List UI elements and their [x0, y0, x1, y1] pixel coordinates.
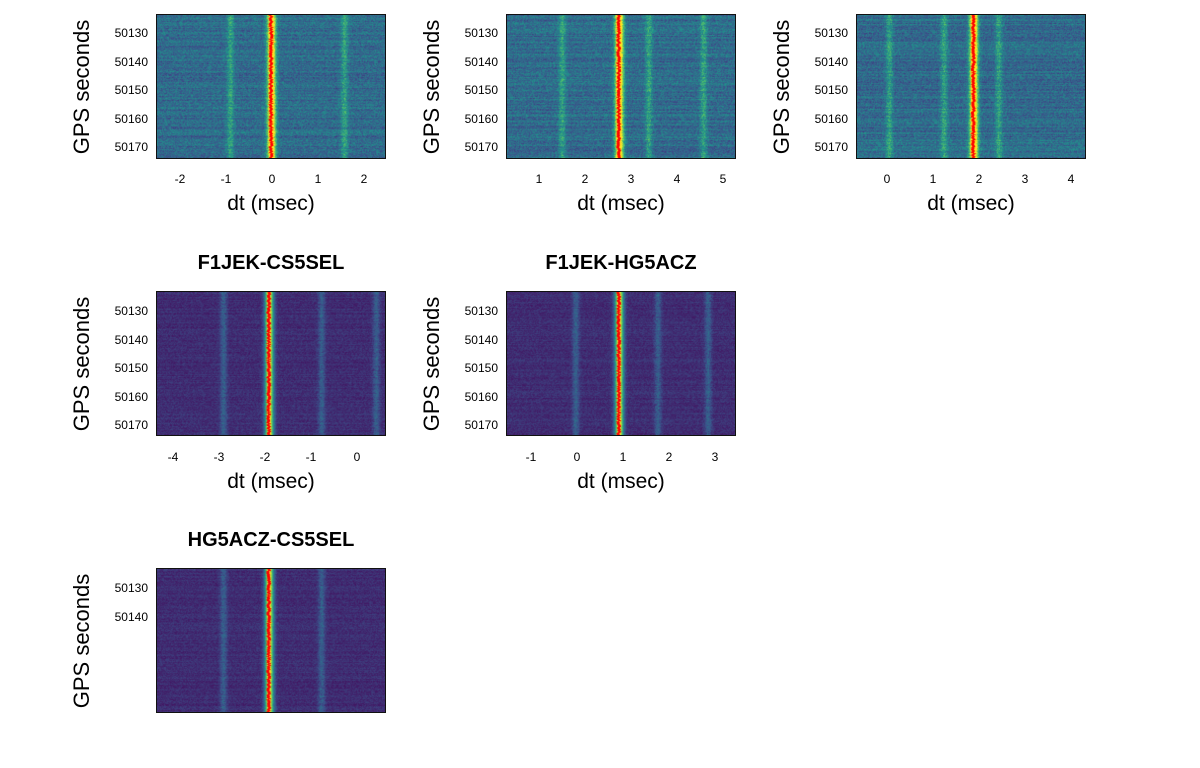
heatmap-frame [506, 291, 736, 436]
y-tick: 50140 [464, 55, 498, 69]
heatmap-canvas [507, 292, 735, 435]
y-tick: 50140 [114, 610, 148, 624]
heatmap-canvas [157, 15, 385, 158]
y-tick: 50150 [464, 83, 498, 97]
plot-panel-hg5acz-cs5sel: HG5ACZ-CS5SEL GPS seconds 50130 50140 [69, 528, 410, 768]
x-tick: 1 [619, 450, 627, 464]
x-tick: 1 [929, 172, 937, 186]
y-tick: 50150 [114, 361, 148, 375]
y-tick: 50140 [114, 333, 148, 347]
plot-panel-f1jek-hg5acz: F1JEK-HG5ACZ GPS seconds 50130 50140 501… [419, 251, 760, 493]
x-axis-label: dt (msec) [577, 192, 665, 215]
x-axis-label: dt (msec) [227, 470, 315, 493]
y-tick: 50150 [464, 361, 498, 375]
y-axis-label: GPS seconds [69, 19, 94, 154]
y-tick: 50160 [464, 390, 498, 404]
plot-panel-3: GPS seconds 50130 50140 50150 50160 5017… [769, 0, 1110, 230]
x-axis-label: dt (msec) [927, 192, 1015, 215]
y-tick: 50160 [464, 112, 498, 126]
y-axis-label: GPS seconds [419, 296, 444, 431]
x-tick: 2 [581, 172, 589, 186]
y-tick: 50160 [114, 390, 148, 404]
x-tick: -4 [167, 450, 179, 464]
y-tick: 50130 [464, 304, 498, 318]
y-tick: 50170 [464, 418, 498, 432]
y-tick: 50170 [114, 140, 148, 154]
x-tick: -3 [213, 450, 225, 464]
x-tick: -1 [305, 450, 317, 464]
y-tick: 50160 [814, 112, 848, 126]
x-tick: 1 [535, 172, 543, 186]
y-tick: 50130 [114, 581, 148, 595]
y-tick: 50150 [814, 83, 848, 97]
x-tick: 3 [627, 172, 635, 186]
x-tick: 4 [673, 172, 681, 186]
x-tick: -1 [525, 450, 537, 464]
y-tick: 50130 [114, 304, 148, 318]
heatmap-frame [156, 14, 386, 159]
x-tick: 1 [314, 172, 322, 186]
y-tick: 50130 [464, 26, 498, 40]
y-tick: 50170 [814, 140, 848, 154]
y-tick: 50150 [114, 83, 148, 97]
heatmap-frame [156, 568, 386, 713]
x-tick: 0 [883, 172, 891, 186]
x-tick: -2 [174, 172, 186, 186]
plot-title: F1JEK-HG5ACZ [545, 252, 697, 274]
heatmap-canvas [157, 292, 385, 435]
plot-panel-1: GPS seconds 50130 50140 50150 50160 5017… [69, 0, 410, 230]
x-tick: 0 [268, 172, 276, 186]
heatmap-canvas [157, 569, 385, 712]
y-tick: 50140 [114, 55, 148, 69]
heatmap-frame [156, 291, 386, 436]
x-axis-label: dt (msec) [227, 192, 315, 215]
y-axis-label: GPS seconds [769, 19, 794, 154]
x-tick: 4 [1067, 172, 1075, 186]
y-axis-label: GPS seconds [419, 19, 444, 154]
x-tick: 0 [353, 450, 361, 464]
y-tick: 50160 [114, 112, 148, 126]
x-tick: 3 [1021, 172, 1029, 186]
plot-panel-f1jek-cs5sel: F1JEK-CS5SEL GPS seconds 50130 50140 501… [69, 251, 410, 493]
y-axis-label: GPS seconds [69, 296, 94, 431]
plot-panel-2: GPS seconds 50130 50140 50150 50160 5017… [419, 0, 760, 230]
plot-title: F1JEK-CS5SEL [197, 252, 345, 274]
x-tick: 5 [719, 172, 727, 186]
y-tick: 50170 [114, 418, 148, 432]
y-tick: 50170 [464, 140, 498, 154]
x-tick: -1 [220, 172, 232, 186]
x-tick: -2 [259, 450, 271, 464]
heatmap-canvas [507, 15, 735, 158]
y-tick: 50140 [464, 333, 498, 347]
x-axis-label: dt (msec) [577, 470, 665, 493]
y-axis-label: GPS seconds [69, 573, 94, 708]
y-tick: 50140 [814, 55, 848, 69]
y-tick: 50130 [114, 26, 148, 40]
heatmap-frame [856, 14, 1086, 159]
heatmap-canvas [857, 15, 1085, 158]
y-tick: 50130 [814, 26, 848, 40]
x-tick: 2 [360, 172, 368, 186]
x-tick: 2 [665, 450, 673, 464]
x-tick: 3 [711, 450, 719, 464]
x-tick: 2 [975, 172, 983, 186]
heatmap-frame [506, 14, 736, 159]
x-tick: 0 [573, 450, 581, 464]
plot-title: HG5ACZ-CS5SEL [187, 529, 355, 551]
